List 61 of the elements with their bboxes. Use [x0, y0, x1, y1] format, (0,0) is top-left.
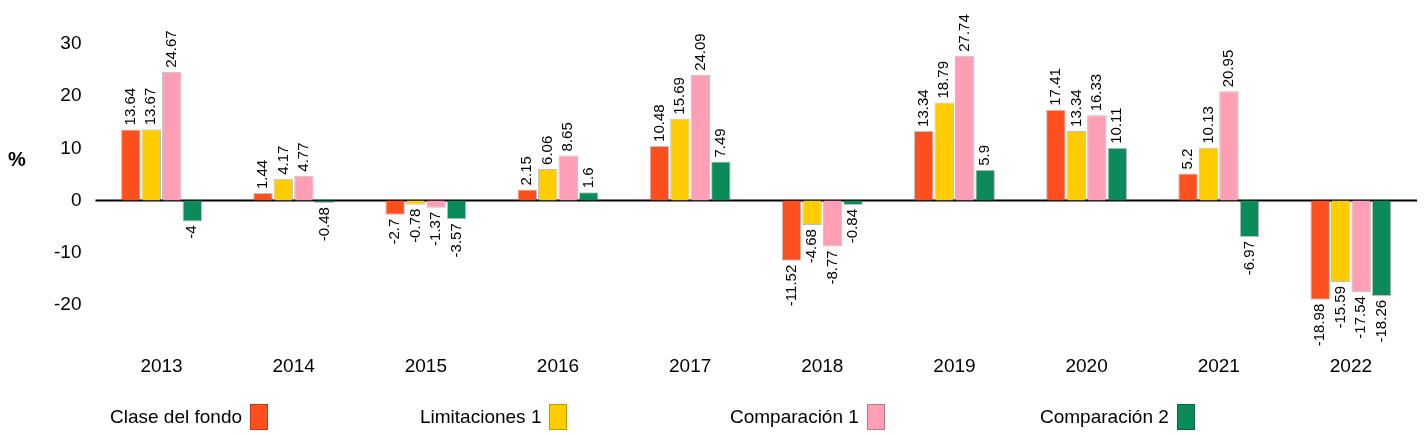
- y-tick-label: 20: [60, 84, 82, 106]
- x-tick-label: 2018: [801, 354, 844, 376]
- data-label: 10.13: [1198, 106, 1216, 144]
- x-tick-label: 2017: [669, 354, 712, 376]
- x-tick-label: 2016: [536, 354, 580, 376]
- data-label: 5.2: [1178, 148, 1196, 170]
- data-label: 1.44: [253, 159, 271, 190]
- y-axis-title: %: [8, 148, 26, 171]
- legend-label: Clase del fondo: [110, 406, 243, 428]
- data-label: 7.49: [711, 128, 729, 158]
- y-tick-label: -10: [53, 241, 82, 263]
- x-tick-label: 2015: [404, 354, 447, 376]
- y-tick-label: -20: [53, 293, 82, 315]
- data-label: 13.34: [1066, 89, 1084, 127]
- data-label: 17.41: [1046, 68, 1064, 106]
- data-label: 24.09: [690, 33, 708, 71]
- data-label: 4.17: [273, 145, 291, 175]
- data-label: 13.67: [141, 87, 159, 126]
- data-label: -15.59: [1330, 285, 1348, 329]
- data-label: -4.68: [802, 229, 820, 264]
- data-label: 16.33: [1087, 73, 1104, 112]
- data-label: 10.11: [1107, 107, 1125, 144]
- y-tick-label: 10: [60, 136, 82, 158]
- x-tick-label: 2019: [933, 354, 976, 376]
- legend-label: Comparación 2: [1040, 406, 1169, 428]
- data-label: 2.15: [517, 156, 535, 186]
- data-label: 20.95: [1219, 49, 1237, 88]
- data-label: -4: [182, 225, 200, 239]
- data-label: -0.84: [843, 208, 861, 244]
- data-label: 18.79: [934, 60, 952, 99]
- x-tick-label: 2020: [1065, 354, 1108, 376]
- data-label: 13.34: [913, 89, 931, 127]
- data-label: 5.9: [975, 144, 993, 166]
- data-label: -17.54: [1351, 296, 1369, 339]
- legend-label: Comparación 1: [730, 406, 859, 428]
- data-label: -11.52: [781, 264, 799, 307]
- data-label: -6.97: [1239, 240, 1257, 276]
- data-label: 1.6: [578, 167, 596, 189]
- x-tick-label: 2021: [1197, 354, 1240, 376]
- x-tick-label: 2013: [140, 354, 183, 376]
- y-tick-label: 0: [70, 188, 82, 210]
- legend-label: Limitaciones 1: [420, 406, 542, 428]
- data-label: 15.69: [670, 77, 688, 115]
- x-tick-label: 2014: [272, 354, 316, 376]
- data-label: -8.77: [822, 250, 840, 285]
- data-label: 8.65: [558, 122, 576, 152]
- data-label: -2.7: [385, 218, 403, 245]
- data-label: 27.74: [954, 14, 972, 52]
- data-label: -18.98: [1310, 303, 1328, 347]
- x-tick-label: 2022: [1329, 354, 1373, 376]
- data-label: 13.64: [120, 87, 138, 126]
- data-label: -1.37: [426, 211, 444, 246]
- y-tick-label: 30: [60, 32, 82, 54]
- data-label: -0.78: [405, 208, 423, 243]
- data-label: 10.48: [649, 104, 667, 142]
- data-label: -18.26: [1371, 299, 1389, 343]
- data-label: -3.57: [446, 223, 464, 258]
- data-label: 4.77: [294, 142, 312, 172]
- data-label: 6.06: [537, 135, 555, 165]
- data-label: 24.67: [161, 30, 179, 68]
- data-label: -0.48: [314, 207, 332, 242]
